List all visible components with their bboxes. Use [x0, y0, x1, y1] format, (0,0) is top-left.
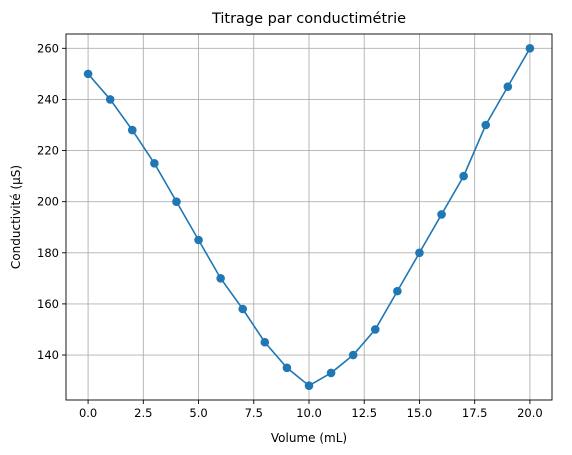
axis-ticks: 0.0 2.5 5.0 7.5 10.0 12.5 15.0 17.5 20.0 140 160 18…: [37, 41, 543, 420]
y-tick-label: 160: [37, 297, 59, 311]
data-point: [437, 210, 446, 219]
grid: [66, 34, 552, 400]
data-point: [282, 363, 292, 373]
data-point: [150, 159, 159, 168]
data-point: [194, 235, 203, 245]
x-tick-label: 12.5: [351, 406, 377, 420]
data-point: [415, 248, 424, 258]
data-point: [348, 350, 358, 360]
x-tick-label: 20.0: [517, 406, 543, 420]
x-tick-label: 2.5: [134, 406, 152, 420]
y-tick-label: 200: [37, 195, 59, 209]
y-tick-label: 240: [37, 92, 59, 106]
x-tick-label: 15.0: [407, 406, 433, 420]
data-point: [459, 171, 468, 181]
data-point: [127, 125, 137, 135]
data-point: [370, 325, 380, 334]
y-tick-label: 220: [37, 144, 59, 158]
x-tick-label: 17.5: [462, 406, 488, 420]
y-tick-label: 180: [37, 246, 59, 260]
data-point: [503, 82, 513, 91]
x-tick-label: 7.5: [245, 406, 263, 420]
y-tick-label: 140: [37, 348, 59, 362]
data-point: [326, 368, 336, 378]
y-axis-label: Conductivité (µS): [9, 165, 23, 269]
x-tick-label: 10.0: [296, 406, 322, 420]
chart-title: Titrage par conductimétrie: [211, 11, 406, 27]
x-axis-label: Volume (mL): [271, 431, 347, 445]
x-tick-label: 0.0: [79, 406, 97, 420]
data-point: [260, 337, 270, 347]
x-tick-label: 5.0: [189, 406, 207, 420]
data-point: [481, 120, 491, 130]
data-point: [105, 95, 115, 104]
series-layer: [83, 44, 535, 390]
data-point: [172, 197, 181, 206]
data-point: [304, 381, 314, 390]
data-point: [525, 44, 535, 53]
data-point: [238, 304, 248, 314]
y-tick-label: 260: [37, 41, 59, 55]
data-point: [83, 69, 93, 79]
data-point: [393, 286, 402, 296]
data-point: [216, 274, 225, 283]
